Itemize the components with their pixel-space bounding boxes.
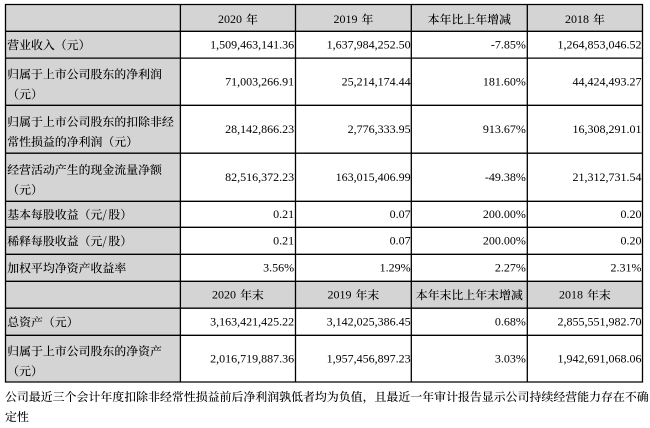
svg-text:0.20: 0.20	[621, 207, 642, 221]
svg-text:1,942,691,068.06: 1,942,691,068.06	[558, 351, 642, 365]
svg-text:1,509,463,141.36: 1,509,463,141.36	[210, 38, 294, 52]
svg-text:0.21: 0.21	[273, 207, 294, 221]
svg-text:-7.85%: -7.85%	[491, 38, 526, 52]
svg-text:2,855,551,982.70: 2,855,551,982.70	[558, 315, 642, 329]
svg-text:163,015,406.99: 163,015,406.99	[336, 170, 411, 184]
svg-text:28,142,866.23: 28,142,866.23	[225, 122, 294, 136]
svg-text:200.00%: 200.00%	[483, 207, 526, 221]
svg-text:1,957,456,897.23: 1,957,456,897.23	[327, 351, 411, 365]
svg-text:-49.38%: -49.38%	[485, 170, 526, 184]
svg-text:0.68%: 0.68%	[495, 315, 526, 329]
svg-text:200.00%: 200.00%	[483, 234, 526, 248]
svg-text:2,016,719,887.36: 2,016,719,887.36	[210, 351, 294, 365]
svg-text:3.03%: 3.03%	[495, 351, 526, 365]
svg-text:71,003,266.91: 71,003,266.91	[225, 75, 294, 89]
svg-text:0.07: 0.07	[390, 234, 411, 248]
svg-text:1,637,984,252.50: 1,637,984,252.50	[327, 38, 411, 52]
svg-text:1.29%: 1.29%	[380, 261, 411, 275]
svg-text:82,516,372.23: 82,516,372.23	[225, 170, 294, 184]
svg-text:3.56%: 3.56%	[263, 261, 294, 275]
svg-text:2019: 2019	[333, 12, 357, 26]
svg-text:3,142,025,386.45: 3,142,025,386.45	[327, 315, 411, 329]
svg-text:2.27%: 2.27%	[495, 261, 526, 275]
svg-text:181.60%: 181.60%	[483, 75, 526, 89]
svg-text:3,163,421,425.22: 3,163,421,425.22	[210, 315, 294, 329]
svg-text:913.67%: 913.67%	[483, 122, 526, 136]
svg-text:1,264,853,046.52: 1,264,853,046.52	[558, 38, 642, 52]
svg-text:2020: 2020	[218, 12, 242, 26]
svg-text:0.07: 0.07	[390, 207, 411, 221]
svg-text:2,776,333.95: 2,776,333.95	[348, 122, 411, 136]
svg-text:2018: 2018	[565, 12, 589, 26]
svg-text:2.31%: 2.31%	[611, 261, 642, 275]
svg-text:16,308,291.01: 16,308,291.01	[573, 122, 642, 136]
svg-text:2019: 2019	[328, 288, 352, 302]
svg-text:2018: 2018	[559, 288, 583, 302]
svg-text:21,312,731.54: 21,312,731.54	[573, 170, 642, 184]
svg-text:44,424,493.27: 44,424,493.27	[573, 75, 642, 89]
svg-text:25,214,174.44: 25,214,174.44	[342, 75, 411, 89]
svg-text:2020: 2020	[212, 288, 236, 302]
svg-text:0.21: 0.21	[273, 234, 294, 248]
svg-text:0.20: 0.20	[621, 234, 642, 248]
